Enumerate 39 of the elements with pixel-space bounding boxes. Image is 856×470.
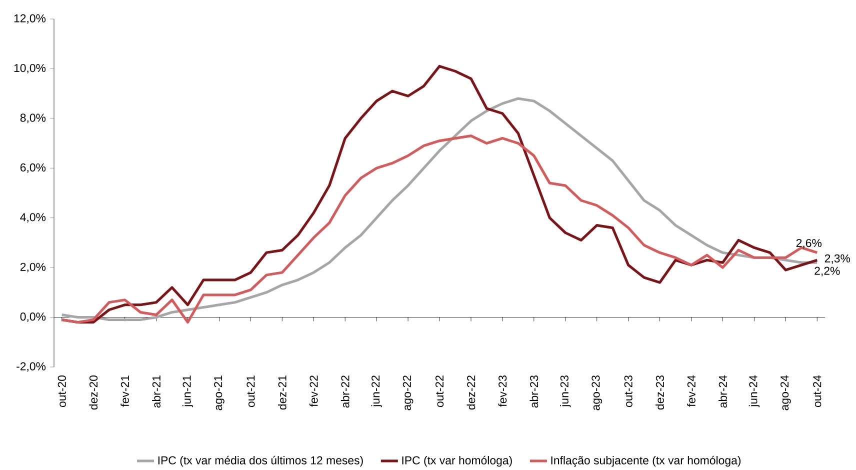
annotation: 2,6% bbox=[796, 238, 822, 248]
x-tick-label: out-20 bbox=[58, 375, 66, 408]
x-tick-label: dez-22 bbox=[466, 376, 476, 410]
x-tick-label: abr-22 bbox=[340, 376, 350, 408]
x-tick-label: abr-21 bbox=[152, 376, 160, 408]
x-tick-label: fev-21 bbox=[120, 376, 130, 407]
x-tick-label: abr-23 bbox=[530, 376, 538, 408]
x-tick-label: fev-23 bbox=[498, 376, 507, 407]
x-tick-label: out-21 bbox=[246, 376, 255, 408]
annotation: 2,2% bbox=[814, 266, 840, 276]
x-tick-label: out-24 bbox=[813, 375, 822, 408]
y-tick-label: 6,0% bbox=[20, 163, 46, 173]
y-tick-label: 12,0% bbox=[14, 14, 46, 24]
y-tick-label: 0,0% bbox=[20, 312, 46, 322]
x-tick-label: jun-24 bbox=[748, 375, 760, 408]
x-tick-label: jun-23 bbox=[560, 376, 571, 408]
y-tick-label: -2,0% bbox=[16, 362, 46, 372]
x-tick-label: jun-21 bbox=[182, 376, 194, 408]
x-tick-label: out-23 bbox=[624, 376, 632, 408]
x-tick-label: fev-24 bbox=[687, 375, 696, 407]
y-tick-label: 2,0% bbox=[20, 262, 46, 272]
x-tick-label: dez-21 bbox=[278, 376, 286, 410]
x-tick-label: ago-24 bbox=[780, 375, 791, 410]
x-tick-label: ago-22 bbox=[402, 376, 414, 410]
legend-label: Inflação subjacente (tx var homóloga) bbox=[551, 456, 741, 467]
x-tick-label: dez-20 bbox=[89, 375, 98, 410]
x-tick-label: ago-23 bbox=[592, 376, 602, 410]
legend-label: IPC (tx var homóloga) bbox=[402, 456, 512, 467]
y-tick-label: 4,0% bbox=[20, 213, 46, 223]
legend-label: IPC (tx var média dos últimos 12 meses) bbox=[158, 456, 363, 467]
x-tick-label: out-22 bbox=[435, 376, 444, 408]
x-tick-label: ago-21 bbox=[214, 376, 224, 410]
y-tick-label: 10,0% bbox=[14, 64, 46, 74]
x-tick-label: jun-22 bbox=[371, 376, 382, 408]
y-tick-label: 8,0% bbox=[20, 114, 46, 124]
x-tick-label: dez-23 bbox=[656, 376, 664, 410]
x-tick-label: abr-24 bbox=[718, 375, 727, 408]
annotation: 2,3% bbox=[824, 254, 850, 264]
x-tick-label: fev-22 bbox=[309, 376, 318, 407]
